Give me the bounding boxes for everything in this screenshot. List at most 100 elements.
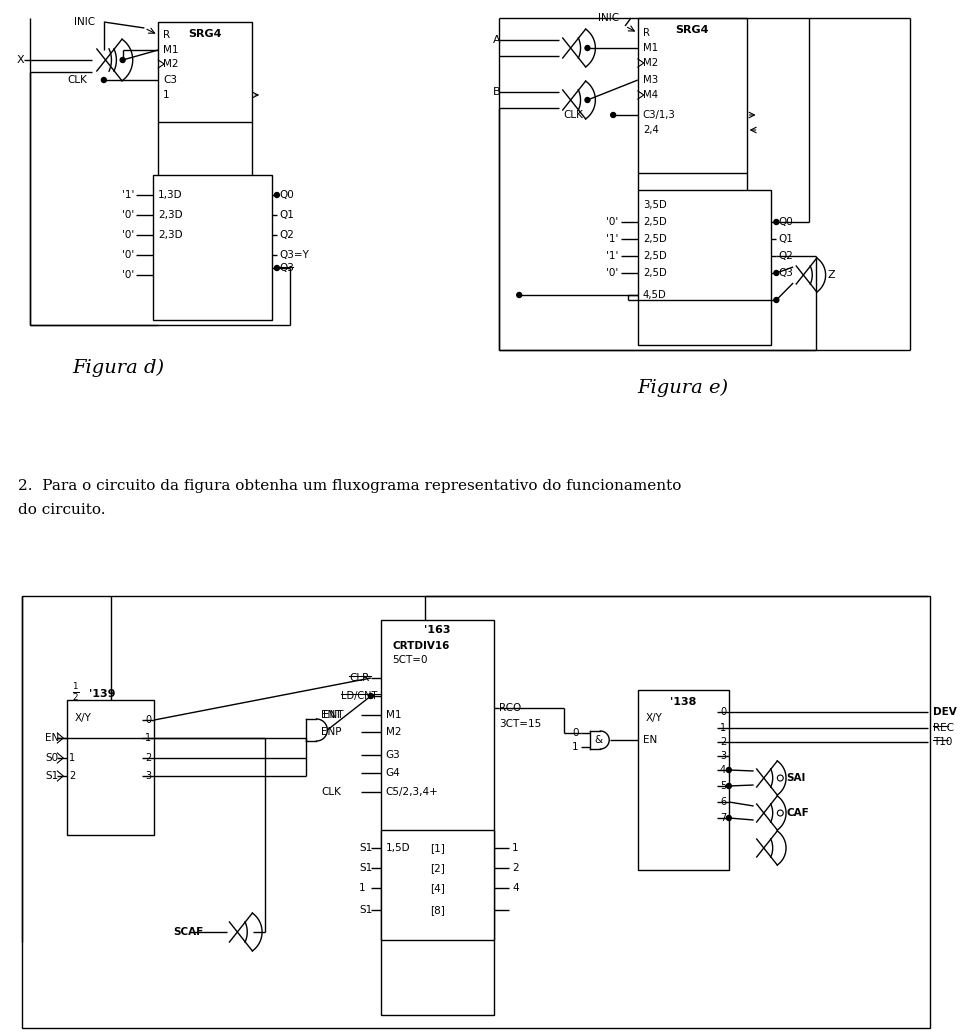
Text: S1: S1 bbox=[45, 771, 59, 781]
Text: 7: 7 bbox=[720, 814, 726, 823]
Text: '0': '0' bbox=[122, 210, 133, 220]
Text: 0: 0 bbox=[572, 728, 579, 738]
Text: 2,3D: 2,3D bbox=[158, 230, 182, 240]
Text: R: R bbox=[643, 28, 650, 38]
Text: 0: 0 bbox=[145, 715, 152, 724]
Text: Q1: Q1 bbox=[279, 210, 294, 220]
Text: M2: M2 bbox=[163, 59, 179, 69]
Circle shape bbox=[585, 97, 590, 102]
Bar bbox=[154, 175, 272, 320]
Text: DEV: DEV bbox=[932, 707, 956, 717]
Text: [8]: [8] bbox=[430, 905, 444, 915]
Bar bbox=[22, 596, 929, 1028]
Text: M2: M2 bbox=[386, 727, 401, 737]
Text: S1: S1 bbox=[359, 842, 372, 853]
Text: SRG4: SRG4 bbox=[188, 29, 222, 39]
Text: Z: Z bbox=[828, 270, 835, 280]
Text: T10: T10 bbox=[932, 737, 952, 747]
Text: [2]: [2] bbox=[430, 863, 444, 873]
Text: 6: 6 bbox=[720, 797, 726, 807]
Text: CAF: CAF bbox=[786, 808, 809, 818]
Circle shape bbox=[275, 193, 279, 198]
Text: SCAF: SCAF bbox=[173, 927, 204, 937]
Text: 1: 1 bbox=[359, 883, 366, 893]
Text: 2: 2 bbox=[69, 771, 76, 781]
Text: INIC: INIC bbox=[74, 17, 95, 27]
Text: 4: 4 bbox=[513, 883, 519, 893]
Text: 4: 4 bbox=[720, 765, 726, 775]
Text: 2: 2 bbox=[513, 863, 519, 873]
Text: 1: 1 bbox=[720, 723, 726, 733]
Text: C5/2,3,4+: C5/2,3,4+ bbox=[386, 787, 439, 797]
Text: Q2: Q2 bbox=[779, 252, 793, 261]
Text: EN: EN bbox=[45, 733, 60, 743]
Text: '0': '0' bbox=[607, 268, 618, 278]
Text: Q0: Q0 bbox=[279, 190, 294, 200]
Bar bbox=[67, 700, 155, 835]
Text: 2: 2 bbox=[720, 737, 726, 747]
Text: '139: '139 bbox=[89, 689, 115, 699]
Circle shape bbox=[585, 46, 590, 51]
Text: 5CT=0: 5CT=0 bbox=[393, 655, 428, 666]
Text: 2,5D: 2,5D bbox=[643, 217, 666, 227]
Text: Figura e): Figura e) bbox=[636, 379, 728, 397]
Text: 1: 1 bbox=[572, 742, 579, 752]
Text: Q2: Q2 bbox=[279, 230, 294, 240]
Bar bbox=[158, 22, 252, 122]
Text: 1: 1 bbox=[163, 90, 170, 100]
Text: B: B bbox=[492, 87, 500, 97]
Text: Q3: Q3 bbox=[279, 263, 294, 273]
Text: 2,5D: 2,5D bbox=[643, 268, 666, 278]
Circle shape bbox=[275, 266, 279, 270]
Text: 3,5D: 3,5D bbox=[643, 200, 666, 210]
Text: LD/CNT: LD/CNT bbox=[341, 691, 377, 701]
Text: ENT: ENT bbox=[323, 710, 343, 720]
Text: M1: M1 bbox=[163, 45, 179, 55]
Circle shape bbox=[102, 78, 107, 83]
Text: do circuito.: do circuito. bbox=[18, 503, 106, 518]
Text: S1: S1 bbox=[359, 863, 372, 873]
Text: 5: 5 bbox=[720, 781, 726, 791]
Text: INIC: INIC bbox=[598, 13, 619, 23]
Text: '0': '0' bbox=[122, 250, 133, 260]
Circle shape bbox=[727, 768, 732, 772]
Text: CLK: CLK bbox=[564, 110, 584, 120]
Text: R: R bbox=[163, 30, 170, 40]
Text: 1: 1 bbox=[69, 753, 75, 763]
Text: '138: '138 bbox=[670, 697, 697, 707]
Text: CLK: CLK bbox=[322, 787, 341, 797]
Text: CLK: CLK bbox=[67, 75, 87, 85]
Text: 0: 0 bbox=[720, 707, 726, 717]
Text: G3: G3 bbox=[386, 750, 400, 760]
Text: REC: REC bbox=[932, 723, 953, 733]
Text: SAI: SAI bbox=[786, 773, 805, 783]
Text: SRG4: SRG4 bbox=[676, 25, 709, 35]
Text: CRTDIV16: CRTDIV16 bbox=[393, 641, 450, 651]
Text: '0': '0' bbox=[122, 270, 133, 280]
Text: '163: '163 bbox=[424, 625, 451, 635]
Text: '1': '1' bbox=[607, 252, 618, 261]
Text: 1: 1 bbox=[145, 733, 152, 743]
Text: C3: C3 bbox=[163, 75, 178, 85]
Text: M2: M2 bbox=[643, 58, 658, 68]
Text: S1: S1 bbox=[359, 905, 372, 915]
Text: [1]: [1] bbox=[430, 842, 444, 853]
Text: M1: M1 bbox=[643, 43, 658, 53]
Circle shape bbox=[727, 783, 732, 789]
Text: 3: 3 bbox=[145, 771, 152, 781]
Text: X/Y: X/Y bbox=[75, 713, 92, 723]
Bar bbox=[637, 18, 747, 173]
Text: Q1: Q1 bbox=[779, 234, 793, 244]
Bar bbox=[637, 190, 772, 345]
Circle shape bbox=[774, 270, 779, 275]
Text: $\frac{1}{2}$: $\frac{1}{2}$ bbox=[72, 681, 80, 703]
Bar bbox=[381, 830, 494, 940]
Text: CLR: CLR bbox=[349, 673, 370, 683]
Circle shape bbox=[369, 693, 373, 699]
Text: M4: M4 bbox=[643, 90, 658, 100]
Bar bbox=[381, 620, 494, 1015]
Circle shape bbox=[774, 297, 779, 302]
Text: RCO: RCO bbox=[499, 703, 521, 713]
Text: Q3: Q3 bbox=[779, 268, 793, 278]
Text: '1': '1' bbox=[122, 190, 134, 200]
